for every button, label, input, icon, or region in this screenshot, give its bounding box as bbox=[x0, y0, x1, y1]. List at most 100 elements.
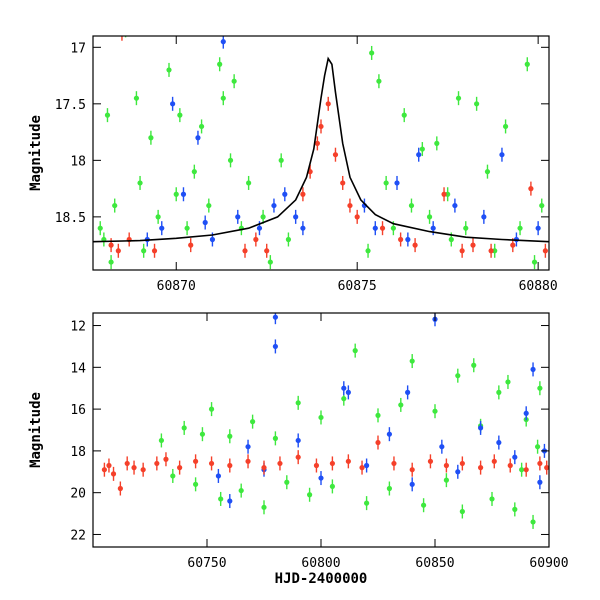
data-point-green bbox=[471, 362, 477, 368]
data-point-green bbox=[474, 101, 480, 107]
data-point-red bbox=[542, 248, 548, 254]
data-point-red bbox=[443, 462, 449, 469]
data-point-green bbox=[496, 389, 502, 395]
data-point-green bbox=[502, 123, 509, 130]
data-point-blue bbox=[235, 214, 241, 220]
data-point-blue bbox=[523, 410, 529, 416]
data-point-red bbox=[277, 460, 283, 467]
data-point-red bbox=[544, 465, 549, 471]
data-point-red bbox=[478, 465, 484, 471]
data-point-blue bbox=[452, 202, 458, 209]
data-point-blue bbox=[272, 314, 278, 320]
data-point-green bbox=[455, 95, 462, 101]
data-point-green bbox=[408, 202, 415, 209]
data-point-green bbox=[489, 496, 495, 502]
data-point-red bbox=[354, 214, 360, 220]
data-point-red bbox=[441, 191, 447, 197]
x-tick-label: 60900 bbox=[529, 556, 568, 571]
data-point-red bbox=[412, 242, 418, 248]
data-point-blue bbox=[405, 389, 411, 395]
data-point-green bbox=[173, 191, 179, 197]
data-point-green bbox=[426, 214, 433, 220]
data-point-blue bbox=[372, 225, 378, 231]
data-point-red bbox=[295, 454, 301, 460]
data-point-blue bbox=[409, 481, 415, 487]
data-point-red bbox=[523, 467, 529, 473]
data-point-blue bbox=[256, 225, 263, 231]
data-point-red bbox=[528, 186, 534, 192]
data-point-red bbox=[409, 467, 415, 473]
data-point-blue bbox=[180, 191, 187, 197]
data-point-blue bbox=[159, 225, 165, 231]
data-point-red bbox=[345, 458, 351, 464]
data-point-red bbox=[313, 462, 320, 469]
data-point-red bbox=[106, 462, 112, 469]
data-point-green bbox=[386, 485, 392, 492]
data-point-green bbox=[198, 123, 205, 130]
data-point-green bbox=[383, 180, 389, 186]
data-point-green bbox=[369, 50, 375, 56]
data-point-blue bbox=[220, 39, 226, 45]
data-point-red bbox=[391, 460, 397, 467]
data-point-blue bbox=[245, 444, 251, 450]
data-point-green bbox=[97, 225, 103, 231]
data-point-green bbox=[246, 180, 252, 186]
y-tick-label: 17.5 bbox=[55, 98, 86, 113]
data-point-green bbox=[318, 414, 324, 421]
data-point-blue bbox=[345, 389, 351, 395]
data-point-red bbox=[318, 123, 324, 130]
data-point-red bbox=[375, 439, 381, 446]
bottom-panel-xlabel: HJD-2400000 bbox=[275, 571, 368, 587]
data-point-green bbox=[364, 500, 370, 506]
plot-area bbox=[93, 36, 549, 270]
data-point-blue bbox=[455, 469, 461, 475]
data-point-green bbox=[530, 519, 536, 525]
data-point-red bbox=[188, 242, 194, 248]
data-point-blue bbox=[439, 444, 445, 450]
data-point-blue bbox=[300, 225, 306, 231]
data-point-green bbox=[531, 259, 538, 265]
plot-area bbox=[101, 313, 549, 529]
data-point-red bbox=[470, 242, 476, 248]
y-tick-label: 17 bbox=[70, 41, 86, 56]
data-point-green bbox=[421, 502, 427, 508]
data-point-green bbox=[341, 396, 347, 402]
data-point-red bbox=[177, 465, 183, 471]
data-point-blue bbox=[530, 366, 536, 373]
y-tick-label: 20 bbox=[70, 487, 86, 502]
data-point-green bbox=[375, 412, 381, 418]
data-point-blue bbox=[478, 425, 484, 431]
x-tick-label: 60870 bbox=[157, 279, 196, 294]
data-point-red bbox=[115, 248, 121, 254]
data-point-blue bbox=[293, 214, 299, 220]
data-point-green bbox=[365, 248, 371, 254]
data-point-green bbox=[401, 112, 407, 118]
data-point-green bbox=[539, 202, 545, 209]
data-point-red bbox=[253, 236, 259, 243]
data-point-green bbox=[278, 157, 284, 163]
data-point-blue bbox=[227, 498, 233, 504]
data-point-red bbox=[314, 140, 320, 146]
data-point-green bbox=[155, 214, 161, 220]
data-point-red bbox=[332, 152, 339, 158]
data-point-blue bbox=[295, 437, 301, 444]
data-point-blue bbox=[209, 236, 216, 243]
data-point-green bbox=[398, 402, 404, 408]
data-point-green bbox=[260, 214, 266, 220]
data-point-green bbox=[170, 473, 176, 479]
data-point-green bbox=[199, 431, 206, 437]
data-point-red bbox=[261, 465, 267, 471]
y-tick-label: 14 bbox=[70, 361, 86, 376]
x-tick-label: 60880 bbox=[519, 279, 558, 294]
data-point-green bbox=[295, 400, 301, 406]
data-point-blue bbox=[272, 343, 278, 350]
data-point-green bbox=[158, 437, 164, 444]
data-point-red bbox=[300, 191, 306, 197]
data-point-green bbox=[184, 225, 190, 231]
y-tick-label: 18 bbox=[70, 154, 86, 169]
data-point-blue bbox=[282, 191, 288, 197]
data-point-red bbox=[154, 460, 160, 467]
data-point-green bbox=[206, 202, 212, 209]
y-tick-label: 22 bbox=[70, 528, 86, 543]
